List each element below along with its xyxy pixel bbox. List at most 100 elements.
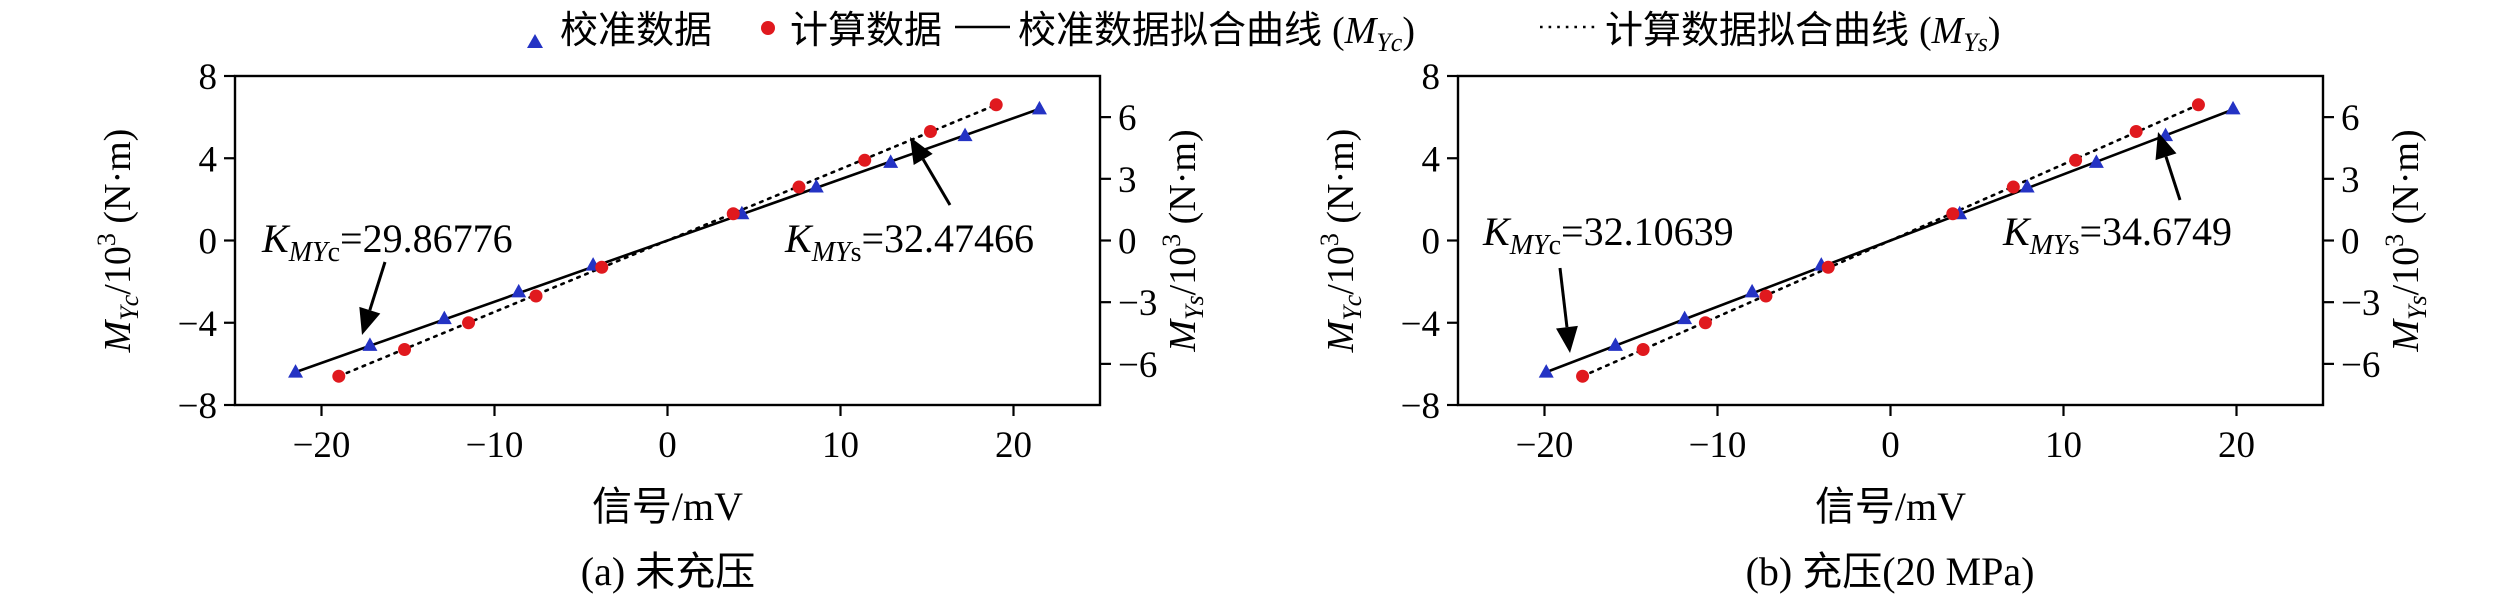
y-left-axis-label: MYc/103 (N·m) <box>1315 129 1367 354</box>
slope-k: K <box>2002 209 2032 254</box>
legend-fit-paren-close: ) <box>1402 10 1415 52</box>
computed-point <box>792 180 806 194</box>
x-tick-label: −20 <box>293 425 351 466</box>
y-left-axis-label: MYc/103 (N·m) <box>92 129 144 354</box>
calibration-point <box>1744 283 1760 298</box>
y-right-tick-label: 6 <box>1118 98 1137 139</box>
computed-point <box>858 153 872 167</box>
computed-fit-line <box>1581 103 2200 378</box>
slope-value: =32.10639 <box>1561 209 1734 254</box>
legend: 校准数据 计算数据 校准数据拟合曲线 (MYc) 计算数据拟合曲线 (MYs) <box>527 10 2001 57</box>
computed-point <box>332 369 346 383</box>
slope-sub-italic: MY <box>2029 230 2072 261</box>
calibration-point <box>2019 179 2035 193</box>
y-right-label-sub: Ys <box>2403 295 2432 320</box>
slope-sub: MYc <box>1509 230 1561 261</box>
y-left-tick-label: 8 <box>199 57 218 98</box>
x-tick-label: 0 <box>1881 425 1900 466</box>
y-left-tick-label: 0 <box>199 222 218 263</box>
computed-point <box>2006 180 2020 194</box>
y-right-tick-label: 6 <box>2341 98 2360 139</box>
y-left-tick-label: 8 <box>1422 57 1441 98</box>
legend-circle-marker <box>761 21 775 35</box>
slope-sub: MYs <box>2029 230 2080 261</box>
computed-point <box>2069 153 2083 167</box>
y-right-axis-label: MYs/103 (N·m) <box>1157 129 1209 352</box>
y-right-label-unit: (N·m) <box>1162 129 1204 233</box>
legend-computed-fit-label: 计算数据拟合曲线 (MYs) <box>1605 10 2001 57</box>
y-right-tick-label: 0 <box>2341 222 2360 263</box>
calibration-point <box>1031 100 1047 115</box>
slope-sub-roman: s <box>2069 230 2080 261</box>
annotation-arrow-head <box>910 137 933 165</box>
y-right-tick-label: −3 <box>2341 283 2380 324</box>
calibration-point <box>2225 100 2241 115</box>
calibration-point <box>1538 364 1554 378</box>
calibration-point <box>288 364 304 378</box>
slope-k: K <box>261 216 291 261</box>
annotation-arrow-head <box>1556 325 1578 353</box>
calibration-point <box>883 154 899 168</box>
slope-sub-italic: MY <box>811 237 854 268</box>
y-left-tick-label: −4 <box>1401 304 1440 345</box>
y-right-label-sub: Ys <box>1180 295 1209 320</box>
computed-point <box>1576 369 1590 383</box>
y-left-label-sup: 3 <box>1315 233 1344 246</box>
computed-point <box>595 260 609 274</box>
panel-caption: (a) 未充压 <box>581 549 755 594</box>
annotation-arrow-shaft <box>1558 267 1569 328</box>
slope-annotation: KMYc=32.10639 <box>1482 209 1734 261</box>
computed-point <box>726 207 740 221</box>
legend-fit-m: M <box>1344 10 1379 52</box>
slope-k: K <box>1482 209 1512 254</box>
legend-item-calibration: 校准数据 <box>527 10 712 52</box>
computed-point <box>1636 342 1650 356</box>
computed-point <box>398 342 412 356</box>
y-left-label-sup: 3 <box>92 233 121 246</box>
legend-item-computed-fit: 计算数据拟合曲线 (MYs) <box>1540 10 2001 57</box>
legend-calibration-fit-label: 校准数据拟合曲线 (MYc) <box>1018 10 1415 57</box>
y-left-label-m: M <box>1320 318 1362 353</box>
y-left-tick-label: −8 <box>1401 386 1440 427</box>
slope-sub-roman: c <box>1549 230 1561 261</box>
legend-item-calibration-fit: 校准数据拟合曲线 (MYc) <box>955 10 1415 57</box>
legend-fit-m: M <box>1931 10 1966 52</box>
y-right-label-m: M <box>1162 318 1204 353</box>
legend-fit-paren-close: ) <box>1988 10 2001 52</box>
y-right-tick-label: 0 <box>1118 222 1137 263</box>
x-tick-label: 20 <box>995 425 1032 466</box>
y-left-label-rest: /10 <box>1320 246 1362 295</box>
calibration-point <box>1677 310 1693 325</box>
y-left-label-sub: Yc <box>1338 294 1367 320</box>
y-right-tick-label: −6 <box>1118 345 1157 386</box>
annotation-arrow-shaft <box>368 261 387 311</box>
x-tick-label: −20 <box>1516 425 1574 466</box>
legend-fit-paren: ( <box>1919 10 1932 52</box>
computed-point <box>923 125 937 139</box>
legend-calibration-label: 校准数据 <box>560 10 712 52</box>
legend-item-computed: 计算数据 <box>761 10 942 52</box>
x-axis-label: 信号/mV <box>592 484 743 529</box>
computed-point <box>2191 98 2205 112</box>
y-right-tick-label: 3 <box>2341 160 2360 201</box>
slope-k: K <box>784 216 814 261</box>
slope-sub-roman: s <box>851 237 862 268</box>
computed-fit-line <box>337 103 998 378</box>
y-left-label-unit: (N·m) <box>1320 129 1362 233</box>
y-right-label-rest: /10 <box>2385 247 2427 296</box>
y-right-label-unit: (N·m) <box>2385 129 2427 233</box>
slope-value: =32.47466 <box>862 216 1035 261</box>
computed-point <box>529 289 543 303</box>
computed-point <box>989 98 1003 112</box>
y-left-tick-label: −8 <box>178 386 217 427</box>
calibration-point <box>808 179 824 193</box>
y-right-tick-label: −3 <box>1118 283 1157 324</box>
slope-value: =29.86776 <box>340 216 513 261</box>
y-left-label-rest: /10 <box>97 246 139 295</box>
calibration-point <box>957 127 973 142</box>
y-left-tick-label: 4 <box>1422 139 1441 180</box>
y-right-axis-label: MYs/103 (N·m) <box>2380 129 2432 352</box>
legend-fit-paren: ( <box>1332 10 1345 52</box>
